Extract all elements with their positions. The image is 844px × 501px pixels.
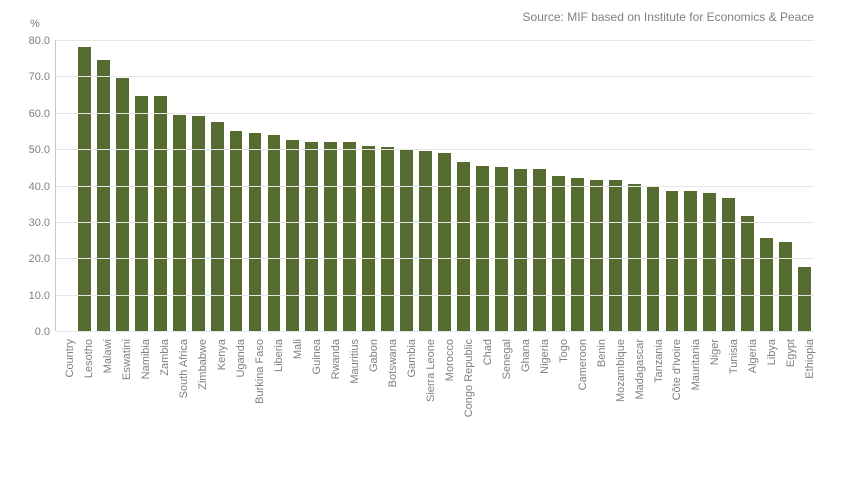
bar <box>684 191 697 331</box>
x-label-slot: Namibia <box>131 331 150 501</box>
x-label-slot: Lesotho <box>74 331 93 501</box>
y-tick-label: 40.0 <box>29 181 50 193</box>
bar <box>571 178 584 331</box>
x-label-slot: Zimbabwe <box>188 331 207 501</box>
bar <box>438 153 451 331</box>
bar <box>324 142 337 331</box>
bar <box>78 47 91 331</box>
gridline: 40.0 <box>56 186 814 187</box>
y-tick-label: 20.0 <box>29 253 50 265</box>
x-label-slot: Mali <box>283 331 302 501</box>
x-label-slot: Chad <box>472 331 491 501</box>
x-label-slot: Uganda <box>226 331 245 501</box>
bar <box>798 267 811 331</box>
x-label-slot: Togo <box>548 331 567 501</box>
x-label-slot: Ghana <box>510 331 529 501</box>
bar <box>362 146 375 332</box>
x-tick-label: Ethiopia <box>804 339 816 379</box>
x-axis-labels: CountryLesothoMalawiEswatiniNamibiaZambi… <box>55 331 814 501</box>
x-label-slot: Sierra Leone <box>415 331 434 501</box>
bar <box>400 149 413 331</box>
bar <box>760 238 773 331</box>
x-label-slot: Ethiopia <box>795 331 814 501</box>
bar <box>476 166 489 332</box>
x-label-slot: Nigeria <box>529 331 548 501</box>
x-label-slot: Liberia <box>264 331 283 501</box>
x-label-slot: Mauritania <box>681 331 700 501</box>
x-label-slot: Malawi <box>93 331 112 501</box>
y-tick-label: 50.0 <box>29 144 50 156</box>
bar <box>533 169 546 331</box>
x-label-slot: Mozambique <box>605 331 624 501</box>
y-unit-label: % <box>30 18 40 30</box>
bar <box>703 193 716 331</box>
x-label-slot: Niger <box>700 331 719 501</box>
bar <box>97 60 110 331</box>
bar <box>135 96 148 331</box>
x-label-slot: Tunisia <box>719 331 738 501</box>
bar <box>552 176 565 331</box>
x-label-slot: Gabon <box>359 331 378 501</box>
bar <box>722 198 735 331</box>
gridline: 70.0 <box>56 76 814 77</box>
x-label-slot: Algeria <box>738 331 757 501</box>
x-label-slot: Botswana <box>377 331 396 501</box>
source-text: Source: MIF based on Institute for Econo… <box>523 10 814 24</box>
bar <box>609 180 622 331</box>
gridline: 60.0 <box>56 113 814 114</box>
x-label-slot: Côte d'Ivoire <box>662 331 681 501</box>
bar <box>419 151 432 331</box>
x-label-slot: Kenya <box>207 331 226 501</box>
bar <box>286 140 299 331</box>
x-label-slot: Gambia <box>396 331 415 501</box>
bar <box>495 167 508 331</box>
gridline: 80.0 <box>56 40 814 41</box>
bar <box>514 169 527 331</box>
gridline: 10.0 <box>56 295 814 296</box>
x-label-slot: Morocco <box>434 331 453 501</box>
gridline: 30.0 <box>56 222 814 223</box>
x-label-slot: Country <box>55 331 74 501</box>
bar <box>779 242 792 331</box>
x-label-slot: Benin <box>586 331 605 501</box>
bar <box>116 78 129 331</box>
x-label-slot: Senegal <box>491 331 510 501</box>
bar <box>305 142 318 331</box>
x-label-slot: Rwanda <box>321 331 340 501</box>
bar <box>154 96 167 331</box>
x-label-slot: Guinea <box>302 331 321 501</box>
x-label-slot: Madagascar <box>624 331 643 501</box>
x-label-slot: Zambia <box>150 331 169 501</box>
bar <box>249 133 262 331</box>
bar <box>590 180 603 331</box>
chart-container: Source: MIF based on Institute for Econo… <box>0 0 844 501</box>
bar <box>741 216 754 331</box>
x-label-slot: Egypt <box>776 331 795 501</box>
x-label-slot: Cameroon <box>567 331 586 501</box>
y-tick-label: 10.0 <box>29 290 50 302</box>
y-tick-label: 60.0 <box>29 108 50 120</box>
bar <box>381 147 394 331</box>
y-tick-label: 30.0 <box>29 217 50 229</box>
bar <box>457 162 470 331</box>
x-label-slot: Congo Republic <box>453 331 472 501</box>
gridline: 20.0 <box>56 258 814 259</box>
x-label-slot: Mauritius <box>340 331 359 501</box>
bar <box>211 122 224 331</box>
x-label-slot: Burkina Faso <box>245 331 264 501</box>
bar <box>666 191 679 331</box>
bar <box>268 135 281 331</box>
y-tick-label: 0.0 <box>35 326 50 338</box>
plot-area: 0.010.020.030.040.050.060.070.080.0 <box>55 40 814 331</box>
x-label-slot: Tanzania <box>643 331 662 501</box>
bar <box>343 142 356 331</box>
bar <box>230 131 243 331</box>
y-tick-label: 80.0 <box>29 35 50 47</box>
x-label-slot: South Africa <box>169 331 188 501</box>
y-tick-label: 70.0 <box>29 71 50 83</box>
x-label-slot: Eswatini <box>112 331 131 501</box>
x-label-slot: Libya <box>757 331 776 501</box>
gridline: 50.0 <box>56 149 814 150</box>
